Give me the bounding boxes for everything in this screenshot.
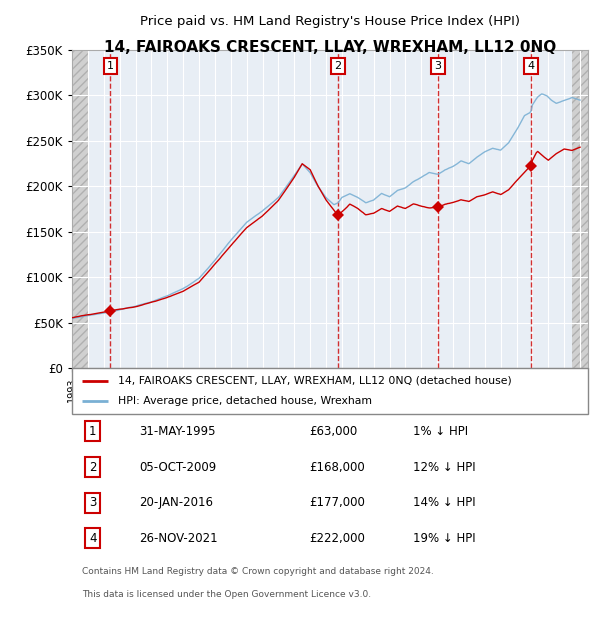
Text: 1: 1	[107, 61, 114, 71]
Text: 20-JAN-2016: 20-JAN-2016	[139, 496, 213, 509]
Title: Price paid vs. HM Land Registry's House Price Index (HPI): Price paid vs. HM Land Registry's House …	[140, 15, 520, 28]
Text: 12% ↓ HPI: 12% ↓ HPI	[413, 461, 475, 474]
Text: 19% ↓ HPI: 19% ↓ HPI	[413, 531, 475, 544]
Text: 3: 3	[89, 496, 97, 509]
Text: HPI: Average price, detached house, Wrexham: HPI: Average price, detached house, Wrex…	[118, 396, 373, 406]
Text: 14, FAIROAKS CRESCENT, LLAY, WREXHAM, LL12 0NQ (detached house): 14, FAIROAKS CRESCENT, LLAY, WREXHAM, LL…	[118, 376, 512, 386]
Text: 14% ↓ HPI: 14% ↓ HPI	[413, 496, 475, 509]
Text: 31-MAY-1995: 31-MAY-1995	[139, 425, 215, 438]
Text: 05-OCT-2009: 05-OCT-2009	[139, 461, 217, 474]
Text: £168,000: £168,000	[310, 461, 365, 474]
Text: 1: 1	[89, 425, 97, 438]
Text: 2: 2	[89, 461, 97, 474]
Text: This data is licensed under the Open Government Licence v3.0.: This data is licensed under the Open Gov…	[82, 590, 371, 599]
Text: 4: 4	[89, 531, 97, 544]
Text: 26-NOV-2021: 26-NOV-2021	[139, 531, 218, 544]
Text: 4: 4	[527, 61, 535, 71]
Text: 2: 2	[335, 61, 341, 71]
Text: 3: 3	[434, 61, 442, 71]
Bar	[572, 50, 596, 368]
Text: Contains HM Land Registry data © Crown copyright and database right 2024.: Contains HM Land Registry data © Crown c…	[82, 567, 434, 576]
Text: 1% ↓ HPI: 1% ↓ HPI	[413, 425, 467, 438]
Bar	[72, 50, 88, 368]
Text: £222,000: £222,000	[310, 531, 365, 544]
Text: £63,000: £63,000	[310, 425, 358, 438]
FancyBboxPatch shape	[72, 368, 588, 414]
Text: £177,000: £177,000	[310, 496, 365, 509]
Text: 14, FAIROAKS CRESCENT, LLAY, WREXHAM, LL12 0NQ: 14, FAIROAKS CRESCENT, LLAY, WREXHAM, LL…	[104, 40, 556, 55]
